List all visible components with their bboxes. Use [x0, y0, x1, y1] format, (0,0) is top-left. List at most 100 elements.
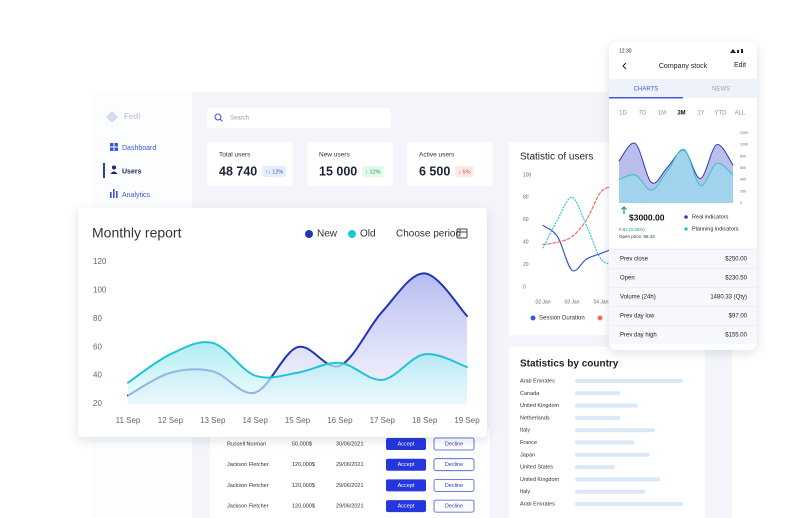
search-box[interactable] — [207, 108, 391, 128]
bar — [575, 477, 661, 482]
bar — [575, 391, 621, 396]
tab-underline — [609, 97, 683, 99]
screen-title: Company stock — [659, 63, 708, 70]
dashboard-content: Dashboard Users Analytics Total users 48 740… — [122, 142, 683, 513]
y-tick-label: 20 — [523, 262, 529, 268]
row-label: Volume (24h) — [620, 295, 656, 301]
brand: Fedi — [124, 112, 140, 121]
row-value: $97.00 — [729, 314, 748, 320]
up-arrow — [621, 206, 627, 214]
period: 1M — [658, 111, 666, 117]
country-card — [509, 347, 705, 518]
x-tick-label: 15 Sep — [285, 416, 311, 425]
decline-button[interactable] — [433, 437, 475, 451]
x-tick-label: 19 Sep — [454, 416, 480, 425]
x-tick-label: 03 Jan — [564, 299, 579, 305]
stat-card — [407, 142, 493, 186]
chart-title: Statistic of users — [520, 152, 593, 163]
sidebar-icons — [103, 143, 118, 198]
bar — [575, 415, 621, 420]
edit-button: Edit — [734, 62, 746, 69]
country-label: Italy — [520, 489, 530, 495]
country-label: Italy — [520, 428, 530, 434]
y-tick-label: 1200 — [740, 131, 748, 135]
accept-button[interactable] — [386, 438, 426, 450]
x-tick-label: 13 Sep — [200, 416, 226, 425]
bar — [575, 403, 638, 408]
decline-label: Decline — [445, 483, 463, 489]
period: YTD — [715, 111, 728, 117]
line — [542, 185, 617, 246]
period: 1Y — [697, 111, 704, 117]
decline-button[interactable] — [433, 458, 475, 472]
stat-change: ↑ 12% — [365, 169, 380, 175]
country-label: France — [520, 440, 537, 446]
area — [128, 273, 467, 404]
x-tick-label: 04 Jan — [593, 299, 608, 305]
accept-label: Accept — [398, 441, 415, 447]
stat-badge — [455, 166, 474, 177]
line — [542, 224, 617, 272]
y-tick-label: 800 — [740, 154, 746, 158]
y-tick-label: 400 — [740, 178, 746, 182]
accept-button[interactable] — [386, 479, 426, 492]
stat-card — [307, 142, 393, 186]
y-tick-label: 0 — [740, 201, 742, 205]
y-tick-label: 60 — [523, 217, 529, 223]
decline-button[interactable] — [433, 499, 475, 513]
stat-value: 6 500 — [419, 164, 450, 178]
phone-content: 0 200 400 600 800 1000 1200 12:30 Company stock E… — [609, 48, 757, 339]
stat-label: Active users — [419, 152, 455, 159]
y-tick-label: 40 — [93, 371, 102, 380]
bar — [575, 452, 650, 457]
period: ALL — [735, 111, 746, 117]
line — [127, 341, 468, 384]
legend-label: New — [317, 229, 338, 240]
period: 7D — [639, 111, 647, 117]
y-tick-label: 80 — [523, 195, 529, 201]
y-tick-label: 1000 — [740, 143, 748, 147]
stat-label: Total users — [219, 152, 251, 159]
search-icon — [214, 113, 222, 121]
country-label: Canada — [520, 391, 540, 397]
price: $3000.00 — [629, 212, 665, 222]
accept-button[interactable] — [386, 500, 426, 513]
nav-item: Analytics — [122, 192, 151, 199]
line — [618, 148, 734, 191]
row-label: Open — [620, 276, 635, 282]
stat-value: 15 000 — [319, 164, 357, 178]
cell-date: 29/06/2021 — [336, 504, 364, 510]
country-label: United States — [520, 465, 553, 471]
logo-icon — [106, 111, 118, 123]
row-label: Prev close — [620, 257, 649, 263]
stat-badge — [362, 166, 384, 177]
decline-button[interactable] — [433, 478, 475, 492]
y-tick-label: 600 — [740, 166, 746, 170]
back-icon[interactable] — [622, 62, 627, 70]
country-label: Netherlands — [520, 415, 550, 421]
legend-dot — [348, 230, 356, 238]
legend-dot — [684, 227, 688, 231]
bar — [575, 502, 683, 506]
row-value: 1480.33 (Qty) — [710, 295, 747, 301]
bar — [575, 489, 646, 494]
x-tick-label: 14 Sep — [242, 416, 268, 425]
cell-name: Jackson Fletcher — [227, 462, 269, 468]
legend-dot — [305, 230, 313, 238]
decline-label: Decline — [445, 441, 463, 447]
accept-button[interactable] — [386, 458, 426, 471]
period: 1D — [619, 111, 627, 117]
stock-rows-bg — [609, 248, 757, 344]
search-icon — [219, 118, 223, 122]
row-value: $230.50 — [725, 276, 747, 282]
y-tick-label: 100 — [523, 172, 532, 178]
legend-label: Old — [360, 229, 376, 240]
calendar-icon[interactable] — [456, 228, 468, 239]
legend-label: Planning indicators — [692, 226, 739, 232]
price-change: 0.84 (0.65%) — [619, 227, 645, 232]
country-label: Arab Emirates — [520, 378, 555, 384]
stat-value: 48 740 — [219, 164, 257, 178]
row-label: Prev day high — [620, 333, 657, 339]
nav-item: Dashboard — [122, 145, 156, 152]
x-tick-label: 11 Sep — [116, 416, 141, 425]
